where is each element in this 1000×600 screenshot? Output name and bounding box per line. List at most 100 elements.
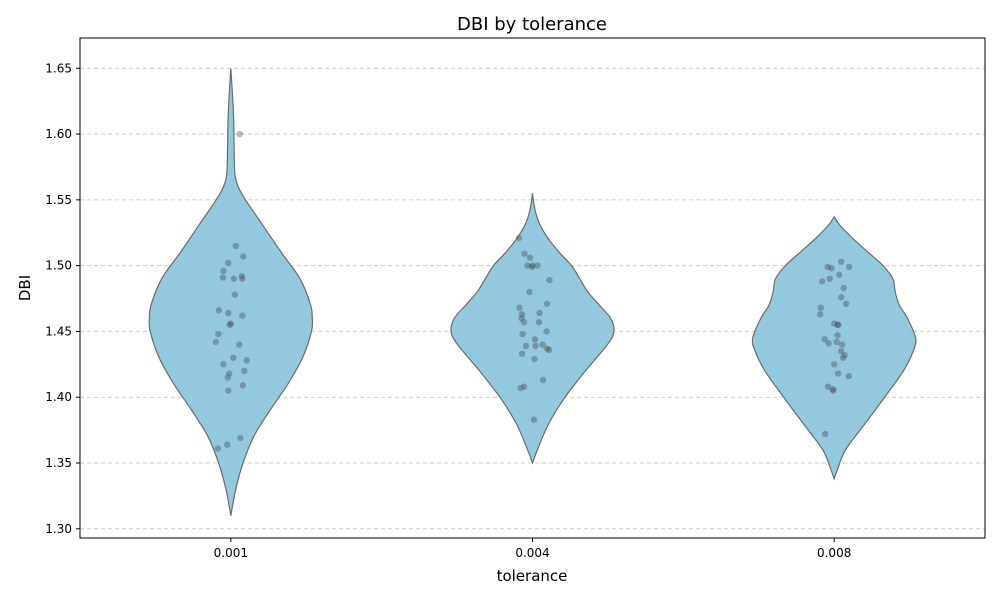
data-point xyxy=(834,332,841,339)
data-point xyxy=(232,242,240,250)
violin-0.004 xyxy=(450,193,615,465)
data-point xyxy=(515,234,523,242)
y-tick-label: 1.65 xyxy=(45,61,72,75)
data-point xyxy=(840,284,847,292)
data-point xyxy=(225,387,232,394)
data-point xyxy=(838,341,846,348)
data-point xyxy=(243,357,251,364)
data-point xyxy=(826,275,833,282)
data-point xyxy=(837,294,845,301)
data-point xyxy=(825,340,832,347)
data-point xyxy=(829,386,837,393)
y-tick-label: 1.45 xyxy=(45,324,72,338)
data-point xyxy=(546,276,553,284)
data-point xyxy=(531,355,538,363)
data-point xyxy=(224,374,232,381)
data-point xyxy=(830,320,838,327)
data-point xyxy=(240,253,247,260)
data-point xyxy=(238,272,246,280)
data-point xyxy=(545,346,553,354)
data-point xyxy=(236,130,244,138)
data-point xyxy=(212,338,220,346)
data-point xyxy=(518,350,526,357)
data-point xyxy=(837,347,845,355)
data-point xyxy=(237,434,244,442)
data-point xyxy=(220,267,227,275)
data-point xyxy=(837,258,845,265)
data-point xyxy=(241,367,248,375)
data-point xyxy=(824,383,832,390)
data-point xyxy=(842,300,850,307)
data-point xyxy=(520,319,528,326)
data-point xyxy=(517,384,524,392)
data-point xyxy=(231,291,239,298)
data-point xyxy=(227,320,235,327)
y-tick-label: 1.30 xyxy=(45,522,72,536)
data-point xyxy=(220,361,227,368)
violins xyxy=(148,68,917,516)
data-point xyxy=(534,262,541,269)
data-point xyxy=(526,254,534,261)
data-points xyxy=(212,130,853,452)
data-point xyxy=(834,321,842,329)
y-axis-ticks: 1.30 1.35 1.40 1.45 1.50 1.55 1.60 1.65 xyxy=(45,61,80,536)
data-point xyxy=(816,311,824,318)
x-axis-ticks: 0.001 0.004 0.008 xyxy=(214,538,851,560)
data-point xyxy=(214,445,222,452)
data-point xyxy=(535,319,543,326)
data-point xyxy=(834,370,842,377)
violin-0.008 xyxy=(751,215,917,481)
data-point xyxy=(543,300,551,307)
data-point xyxy=(226,321,234,329)
data-point xyxy=(225,309,232,317)
data-point xyxy=(529,262,536,269)
data-point xyxy=(236,341,243,348)
data-point xyxy=(522,342,530,350)
data-point xyxy=(543,328,550,335)
data-point xyxy=(845,263,853,271)
data-point xyxy=(834,321,841,329)
data-point xyxy=(239,275,246,282)
data-point xyxy=(841,351,848,359)
data-point xyxy=(225,259,232,267)
data-point xyxy=(536,309,543,317)
y-tick-label: 1.35 xyxy=(45,456,72,470)
y-axis-label: DBI xyxy=(16,275,34,301)
data-point xyxy=(539,376,547,384)
data-point xyxy=(829,387,837,394)
data-point xyxy=(520,383,528,390)
x-tick-label-0.008: 0.008 xyxy=(817,546,851,560)
data-point xyxy=(524,262,531,269)
x-tick-label-0.004: 0.004 xyxy=(515,546,549,560)
x-tick-label-0.001: 0.001 xyxy=(214,546,248,560)
data-point xyxy=(518,311,526,318)
data-point xyxy=(821,430,829,438)
data-point xyxy=(528,263,536,271)
data-point xyxy=(215,307,223,314)
data-point xyxy=(532,342,539,350)
data-point xyxy=(830,361,838,368)
x-axis-label: tolerance xyxy=(497,567,568,585)
data-point xyxy=(239,382,247,389)
y-tick-label: 1.60 xyxy=(45,127,72,141)
data-point xyxy=(543,345,551,352)
data-point xyxy=(530,416,538,423)
data-point xyxy=(839,354,847,361)
data-point xyxy=(821,336,828,343)
y-tick-label: 1.40 xyxy=(45,390,72,404)
data-point xyxy=(239,312,246,319)
data-point xyxy=(215,330,222,338)
data-point xyxy=(230,275,238,282)
data-point xyxy=(519,330,526,338)
data-point xyxy=(835,271,843,279)
data-point xyxy=(518,315,525,322)
data-point xyxy=(219,274,227,281)
data-point xyxy=(521,250,528,257)
data-point xyxy=(230,354,237,361)
data-point xyxy=(539,341,546,348)
data-point xyxy=(824,263,831,271)
data-point xyxy=(531,336,539,343)
data-point xyxy=(845,372,852,380)
data-point xyxy=(516,304,523,311)
